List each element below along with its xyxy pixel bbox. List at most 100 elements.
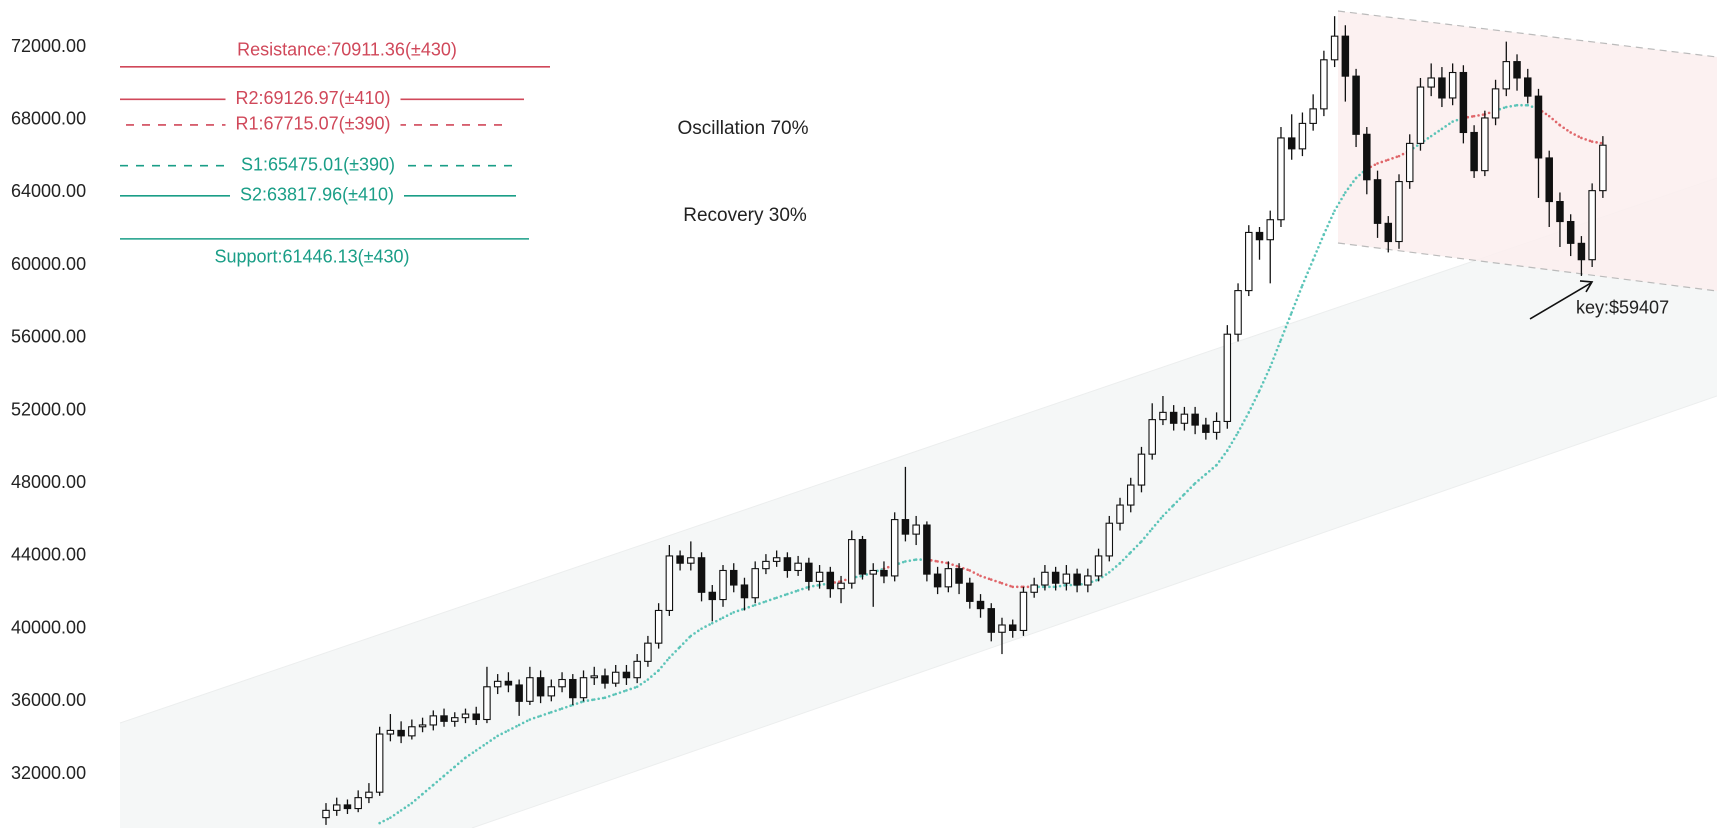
level-label: R1:67715.07(±390) — [236, 114, 391, 134]
moving-average-segment — [807, 583, 821, 589]
moving-average-segment — [871, 567, 886, 574]
moving-average-segment — [1376, 158, 1390, 165]
moving-average-segment — [936, 560, 950, 565]
candle-body — [547, 686, 556, 697]
moving-average-segment — [1226, 431, 1240, 452]
level-label: Support:61446.13(±430) — [214, 247, 409, 267]
label-background — [230, 184, 404, 205]
candle-body — [429, 715, 438, 726]
candle-body — [858, 539, 867, 575]
candle-body — [1459, 71, 1468, 134]
moving-average-segment — [1129, 540, 1143, 554]
moving-average-segment — [957, 565, 972, 572]
moving-average-segment — [1290, 283, 1304, 314]
moving-average-segment — [1161, 503, 1175, 518]
candle-body — [1277, 137, 1285, 221]
candle-body — [1309, 108, 1317, 124]
candle-body — [697, 557, 706, 593]
candle-body — [1599, 144, 1607, 192]
candle-body — [1223, 333, 1232, 423]
candle-body — [644, 642, 652, 662]
candle-body — [451, 717, 459, 722]
candle-body — [1051, 571, 1060, 584]
candle-body — [933, 573, 942, 588]
candle-body — [966, 582, 974, 602]
candle-body — [622, 671, 631, 679]
moving-average-segment — [1301, 258, 1315, 287]
moving-average-segment — [743, 603, 757, 610]
candle-body — [1137, 453, 1146, 486]
moving-average-segment — [1279, 311, 1293, 341]
candle-body — [1105, 522, 1114, 557]
candle-body — [611, 671, 620, 684]
candle-body — [1534, 95, 1543, 159]
descending-channel-lower — [1337, 242, 1717, 292]
candle-body — [536, 677, 545, 697]
annotation: Oscillation 70% — [678, 118, 809, 139]
key-arrowhead — [1579, 280, 1594, 293]
candle-body — [826, 571, 835, 590]
y-tick-label: 32000.00 — [11, 763, 86, 783]
moving-average-segment — [1086, 578, 1100, 585]
moving-average-segment — [1172, 492, 1186, 507]
candle-body — [1556, 200, 1564, 223]
moving-average-segment — [1333, 191, 1347, 212]
candle-body — [1513, 61, 1521, 79]
y-tick-label: 40000.00 — [11, 617, 86, 637]
candle-body — [719, 569, 727, 601]
moving-average-segment — [1054, 583, 1068, 589]
moving-average-segment — [571, 700, 585, 707]
candle-body — [1094, 555, 1103, 577]
candle-body — [708, 591, 717, 601]
candle-body — [987, 608, 996, 633]
label-background — [225, 113, 401, 134]
candle-body — [590, 675, 598, 679]
label-background — [231, 154, 405, 175]
y-tick-label: 56000.00 — [11, 327, 86, 347]
candle-body — [483, 686, 491, 721]
y-tick-label: 60000.00 — [11, 254, 86, 274]
annotation: Recovery 30% — [683, 205, 807, 226]
candle-body — [1191, 413, 1199, 426]
moving-average-segment — [592, 696, 607, 701]
moving-average-segment — [850, 574, 864, 580]
candle-body — [1438, 77, 1446, 99]
candle-body — [1030, 584, 1038, 593]
level-label: R2:69126.97(±410) — [236, 88, 391, 108]
moving-average-segment — [829, 580, 843, 585]
candle-body — [1448, 71, 1457, 99]
candle-body — [880, 569, 888, 577]
candle-body — [332, 804, 341, 811]
moving-average-segment — [1580, 136, 1594, 143]
candle-body — [1266, 219, 1274, 241]
moving-average-segment — [603, 692, 618, 699]
moving-average-segment — [1569, 131, 1583, 140]
moving-average-segment — [1258, 365, 1272, 392]
moving-average-segment — [700, 621, 714, 630]
candle-body — [1212, 420, 1221, 433]
moving-average-segment — [1000, 581, 1015, 589]
key-arrow — [1529, 282, 1592, 320]
moving-average-segment — [710, 616, 725, 625]
candle-body — [1008, 624, 1017, 632]
candle-body — [633, 660, 641, 679]
candle-body — [1062, 573, 1071, 584]
y-tick-label: 72000.00 — [11, 36, 86, 56]
candle-body — [944, 568, 953, 588]
candle-body — [1180, 413, 1189, 424]
candle-body — [1363, 133, 1371, 181]
moving-average-segment — [1183, 481, 1197, 496]
moving-average-segment — [893, 560, 907, 567]
candle-body — [1148, 419, 1156, 455]
candle-body — [1416, 86, 1425, 144]
candle-body — [440, 715, 448, 722]
candle-body — [322, 809, 330, 819]
moving-average-segment — [507, 723, 521, 732]
candle-body — [418, 724, 427, 728]
candle-body — [998, 624, 1006, 633]
moving-average-segment — [496, 729, 510, 738]
candle-body — [1384, 222, 1393, 243]
candle-body — [569, 678, 577, 699]
candle-body — [1255, 231, 1264, 241]
